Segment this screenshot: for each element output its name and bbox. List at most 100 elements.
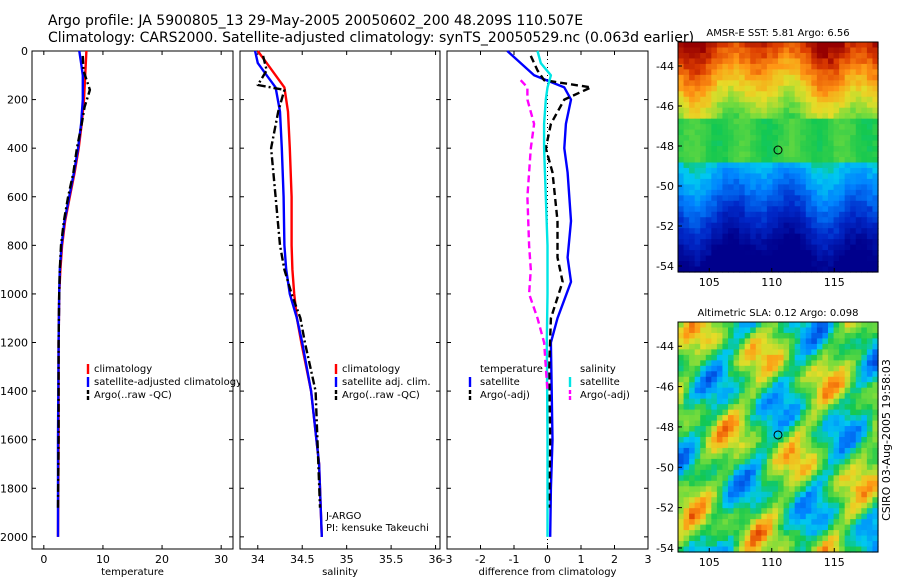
map-cell	[722, 322, 729, 329]
map-cell	[872, 431, 879, 438]
map-cell	[755, 332, 762, 340]
map-cell	[678, 382, 685, 389]
map-cell	[766, 354, 774, 361]
map-cell	[850, 458, 857, 465]
map-cell	[872, 458, 879, 465]
map-cell	[850, 393, 857, 400]
map-cell	[739, 140, 746, 147]
map-cell	[811, 178, 818, 185]
map-cell	[733, 426, 740, 433]
map-cell	[750, 475, 757, 482]
map-cell	[766, 420, 774, 427]
map-cell	[716, 447, 724, 455]
map-cell	[778, 146, 785, 153]
map-cell	[766, 140, 774, 147]
map-cell	[733, 52, 740, 60]
map-cell	[805, 508, 812, 515]
map-cell	[733, 195, 740, 202]
map-cell	[844, 404, 851, 411]
map-cell	[722, 107, 729, 114]
map-cell	[750, 124, 757, 131]
map-cell	[689, 244, 696, 251]
map-cell	[750, 480, 757, 487]
map-cell	[683, 349, 690, 356]
map-cell	[766, 327, 774, 334]
map-cell	[711, 96, 718, 103]
map-cell	[678, 541, 685, 548]
map-cell	[872, 58, 879, 65]
map-cell	[772, 228, 779, 235]
map-cell	[822, 371, 829, 378]
map-cell	[844, 365, 851, 372]
map-cell	[833, 184, 840, 191]
map-cell	[683, 343, 690, 350]
map-cell	[822, 102, 829, 109]
map-cell	[766, 217, 774, 224]
map-cell	[866, 162, 874, 169]
map-cell	[855, 508, 862, 515]
map-cell	[794, 327, 801, 334]
map-cell	[744, 404, 751, 411]
map-cell	[739, 217, 746, 224]
map-cell	[683, 420, 690, 427]
map-cell	[850, 541, 857, 548]
map-cell	[789, 546, 796, 553]
map-cell	[733, 167, 740, 175]
map-cell	[705, 118, 712, 125]
map-cell	[711, 118, 718, 125]
map-cell	[678, 420, 685, 427]
map-cell	[839, 546, 846, 553]
map-cell	[705, 387, 712, 394]
map-cell	[783, 107, 790, 114]
map-cell	[739, 453, 746, 460]
map-cell	[839, 74, 846, 81]
map-cell	[711, 217, 718, 224]
map-cell	[750, 255, 757, 262]
map-cell	[722, 437, 729, 444]
map-cell	[766, 524, 774, 531]
map-cell	[678, 322, 685, 329]
map-cell	[705, 261, 712, 268]
map-cell	[794, 124, 801, 131]
map-cell	[678, 266, 685, 273]
map-cell	[678, 140, 685, 147]
map-cell	[800, 217, 807, 224]
map-cell	[744, 387, 751, 394]
map-cell	[750, 167, 757, 175]
map-cell	[811, 332, 818, 340]
map-cell	[778, 91, 785, 98]
map-cell	[683, 502, 690, 509]
map-cell	[711, 91, 718, 98]
map-cell	[844, 387, 851, 394]
map-cell	[733, 524, 740, 531]
map-cell	[678, 189, 685, 196]
map-cell	[816, 393, 824, 400]
map-cell	[750, 107, 757, 114]
map-cell	[772, 233, 779, 240]
map-cell	[772, 426, 779, 433]
map-cell	[733, 508, 740, 515]
map-cell	[722, 47, 729, 54]
map-cell	[866, 69, 874, 76]
map-cell	[778, 211, 785, 218]
map-cell	[728, 535, 735, 542]
map-cell	[761, 530, 768, 537]
map-cell	[833, 107, 840, 114]
map-cell	[800, 228, 807, 235]
map-cell	[744, 129, 751, 136]
map-cell	[855, 233, 862, 240]
map-cell	[839, 513, 846, 520]
map-cell	[822, 195, 829, 202]
map-cell	[816, 404, 824, 411]
map-cell	[766, 52, 774, 60]
map-cell	[811, 387, 818, 394]
map-cell	[861, 322, 868, 329]
map-cell	[822, 85, 829, 92]
map-cell	[711, 360, 718, 367]
map-cell	[844, 409, 851, 416]
map-cell	[839, 541, 846, 548]
map-cell	[811, 469, 818, 476]
map-cell	[833, 541, 840, 548]
map-cell	[772, 458, 779, 465]
map-cell	[705, 409, 712, 416]
